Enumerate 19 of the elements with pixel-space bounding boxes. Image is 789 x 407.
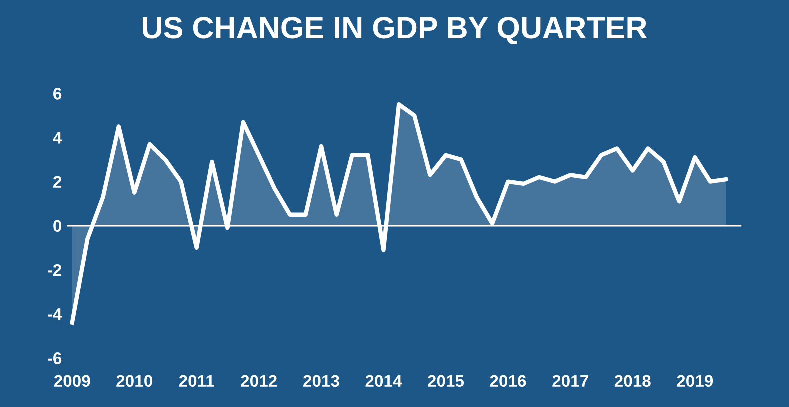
x-tick-label: 2017: [552, 375, 588, 388]
y-tick-label: -4: [48, 308, 62, 320]
y-tick-label: 6: [54, 88, 62, 100]
y-tick-label: -2: [48, 264, 62, 276]
x-tick-label: 2016: [490, 375, 526, 388]
x-tick-label: 2013: [304, 375, 340, 388]
x-tick-label: 2019: [677, 375, 714, 388]
x-tick-label: 2014: [366, 375, 402, 388]
x-tick-label: 2009: [54, 375, 90, 388]
x-tick-label: 2011: [179, 375, 214, 388]
x-tick-label: 2010: [116, 375, 152, 388]
y-tick-label: -6: [48, 352, 62, 364]
x-tick-label: 2012: [241, 375, 277, 388]
x-tick-label: 2018: [614, 375, 651, 388]
x-tick-label: 2015: [428, 375, 464, 388]
chart-title: US CHANGE IN GDP BY QUARTER: [143, 17, 648, 44]
y-tick-label: 0: [54, 220, 62, 232]
y-tick-label: 2: [54, 176, 62, 188]
y-tick-label: 4: [53, 132, 62, 144]
